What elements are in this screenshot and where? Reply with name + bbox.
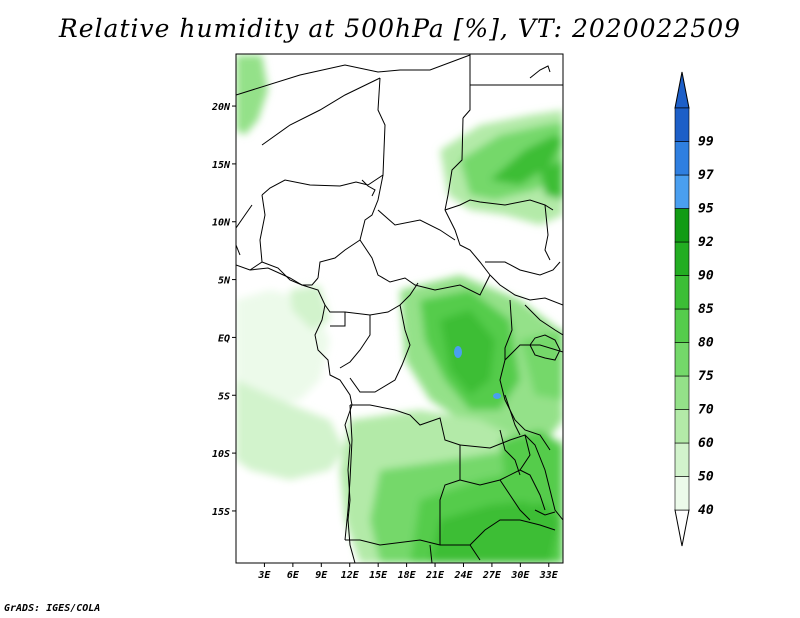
lon-tick-label: 12E — [341, 570, 360, 581]
lon-tick-label: 27E — [482, 570, 502, 581]
lat-tick-label: 10S — [212, 449, 230, 460]
colorbar-label: 97 — [698, 168, 714, 183]
lon-tick-label: 33E — [539, 570, 559, 581]
colorbar-label: 75 — [698, 369, 714, 384]
colorbar-label: 95 — [698, 202, 714, 217]
colorbar-label: 70 — [698, 403, 714, 418]
humidity-field — [236, 54, 563, 563]
lat-tick-label: 5S — [218, 391, 230, 402]
colorbar-swatch — [674, 409, 690, 444]
longitude-axis: 3E 6E 9E 12E 15E 18E 21E 24E 27E 30E 33E — [257, 563, 559, 581]
lat-tick-label: 15N — [212, 160, 231, 171]
colorbar-swatch — [674, 476, 690, 511]
country-boundaries — [236, 54, 563, 563]
colorbar-swatch — [674, 342, 690, 377]
lon-tick-label: 6E — [287, 570, 300, 581]
colorbar-label: 40 — [698, 503, 714, 518]
colorbar-label: 60 — [698, 436, 714, 451]
colorbar-label: 85 — [698, 302, 714, 317]
colorbar-swatch — [674, 241, 690, 276]
map-frame — [235, 53, 564, 564]
colorbar-label: 90 — [698, 269, 714, 284]
lat-tick-label: EQ — [218, 333, 230, 344]
colorbar-swatch — [674, 174, 690, 209]
colorbar-swatch — [674, 275, 690, 310]
colorbar-label: 50 — [698, 470, 714, 485]
lat-tick-label: 20N — [211, 102, 231, 113]
latitude-axis: 20N 15N 10N 5N EQ 5S 10S 15S — [211, 102, 236, 518]
lat-tick-label: 10N — [212, 218, 231, 229]
colorbar: 40 50 60 70 75 80 85 90 92 95 97 99 — [674, 71, 714, 547]
colorbar-swatch — [674, 308, 690, 343]
lon-tick-label: 9E — [315, 570, 328, 581]
colorbar-label: 92 — [698, 235, 714, 250]
map-title: Relative humidity at 500hPa [%], VT: 202… — [58, 14, 742, 43]
colorbar-swatch — [674, 208, 690, 243]
grads-credit: GrADS: IGES/COLA — [4, 603, 101, 614]
lon-tick-label: 3E — [257, 570, 271, 581]
lon-tick-label: 24E — [453, 570, 473, 581]
lat-tick-label: 5N — [218, 276, 231, 287]
colorbar-swatch — [674, 141, 690, 176]
colorbar-below-arrow — [674, 509, 690, 547]
colorbar-swatch — [674, 107, 690, 142]
lon-tick-label: 15E — [369, 570, 388, 581]
lon-tick-label: 18E — [398, 570, 417, 581]
lat-tick-label: 15S — [212, 507, 230, 518]
colorbar-label: 80 — [698, 336, 714, 351]
colorbar-label: 99 — [698, 135, 714, 150]
colorbar-above-arrow — [674, 71, 690, 109]
colorbar-swatch — [674, 442, 690, 477]
lon-tick-label: 30E — [510, 570, 530, 581]
lon-tick-label: 21E — [425, 570, 445, 581]
colorbar-swatch — [674, 375, 690, 410]
